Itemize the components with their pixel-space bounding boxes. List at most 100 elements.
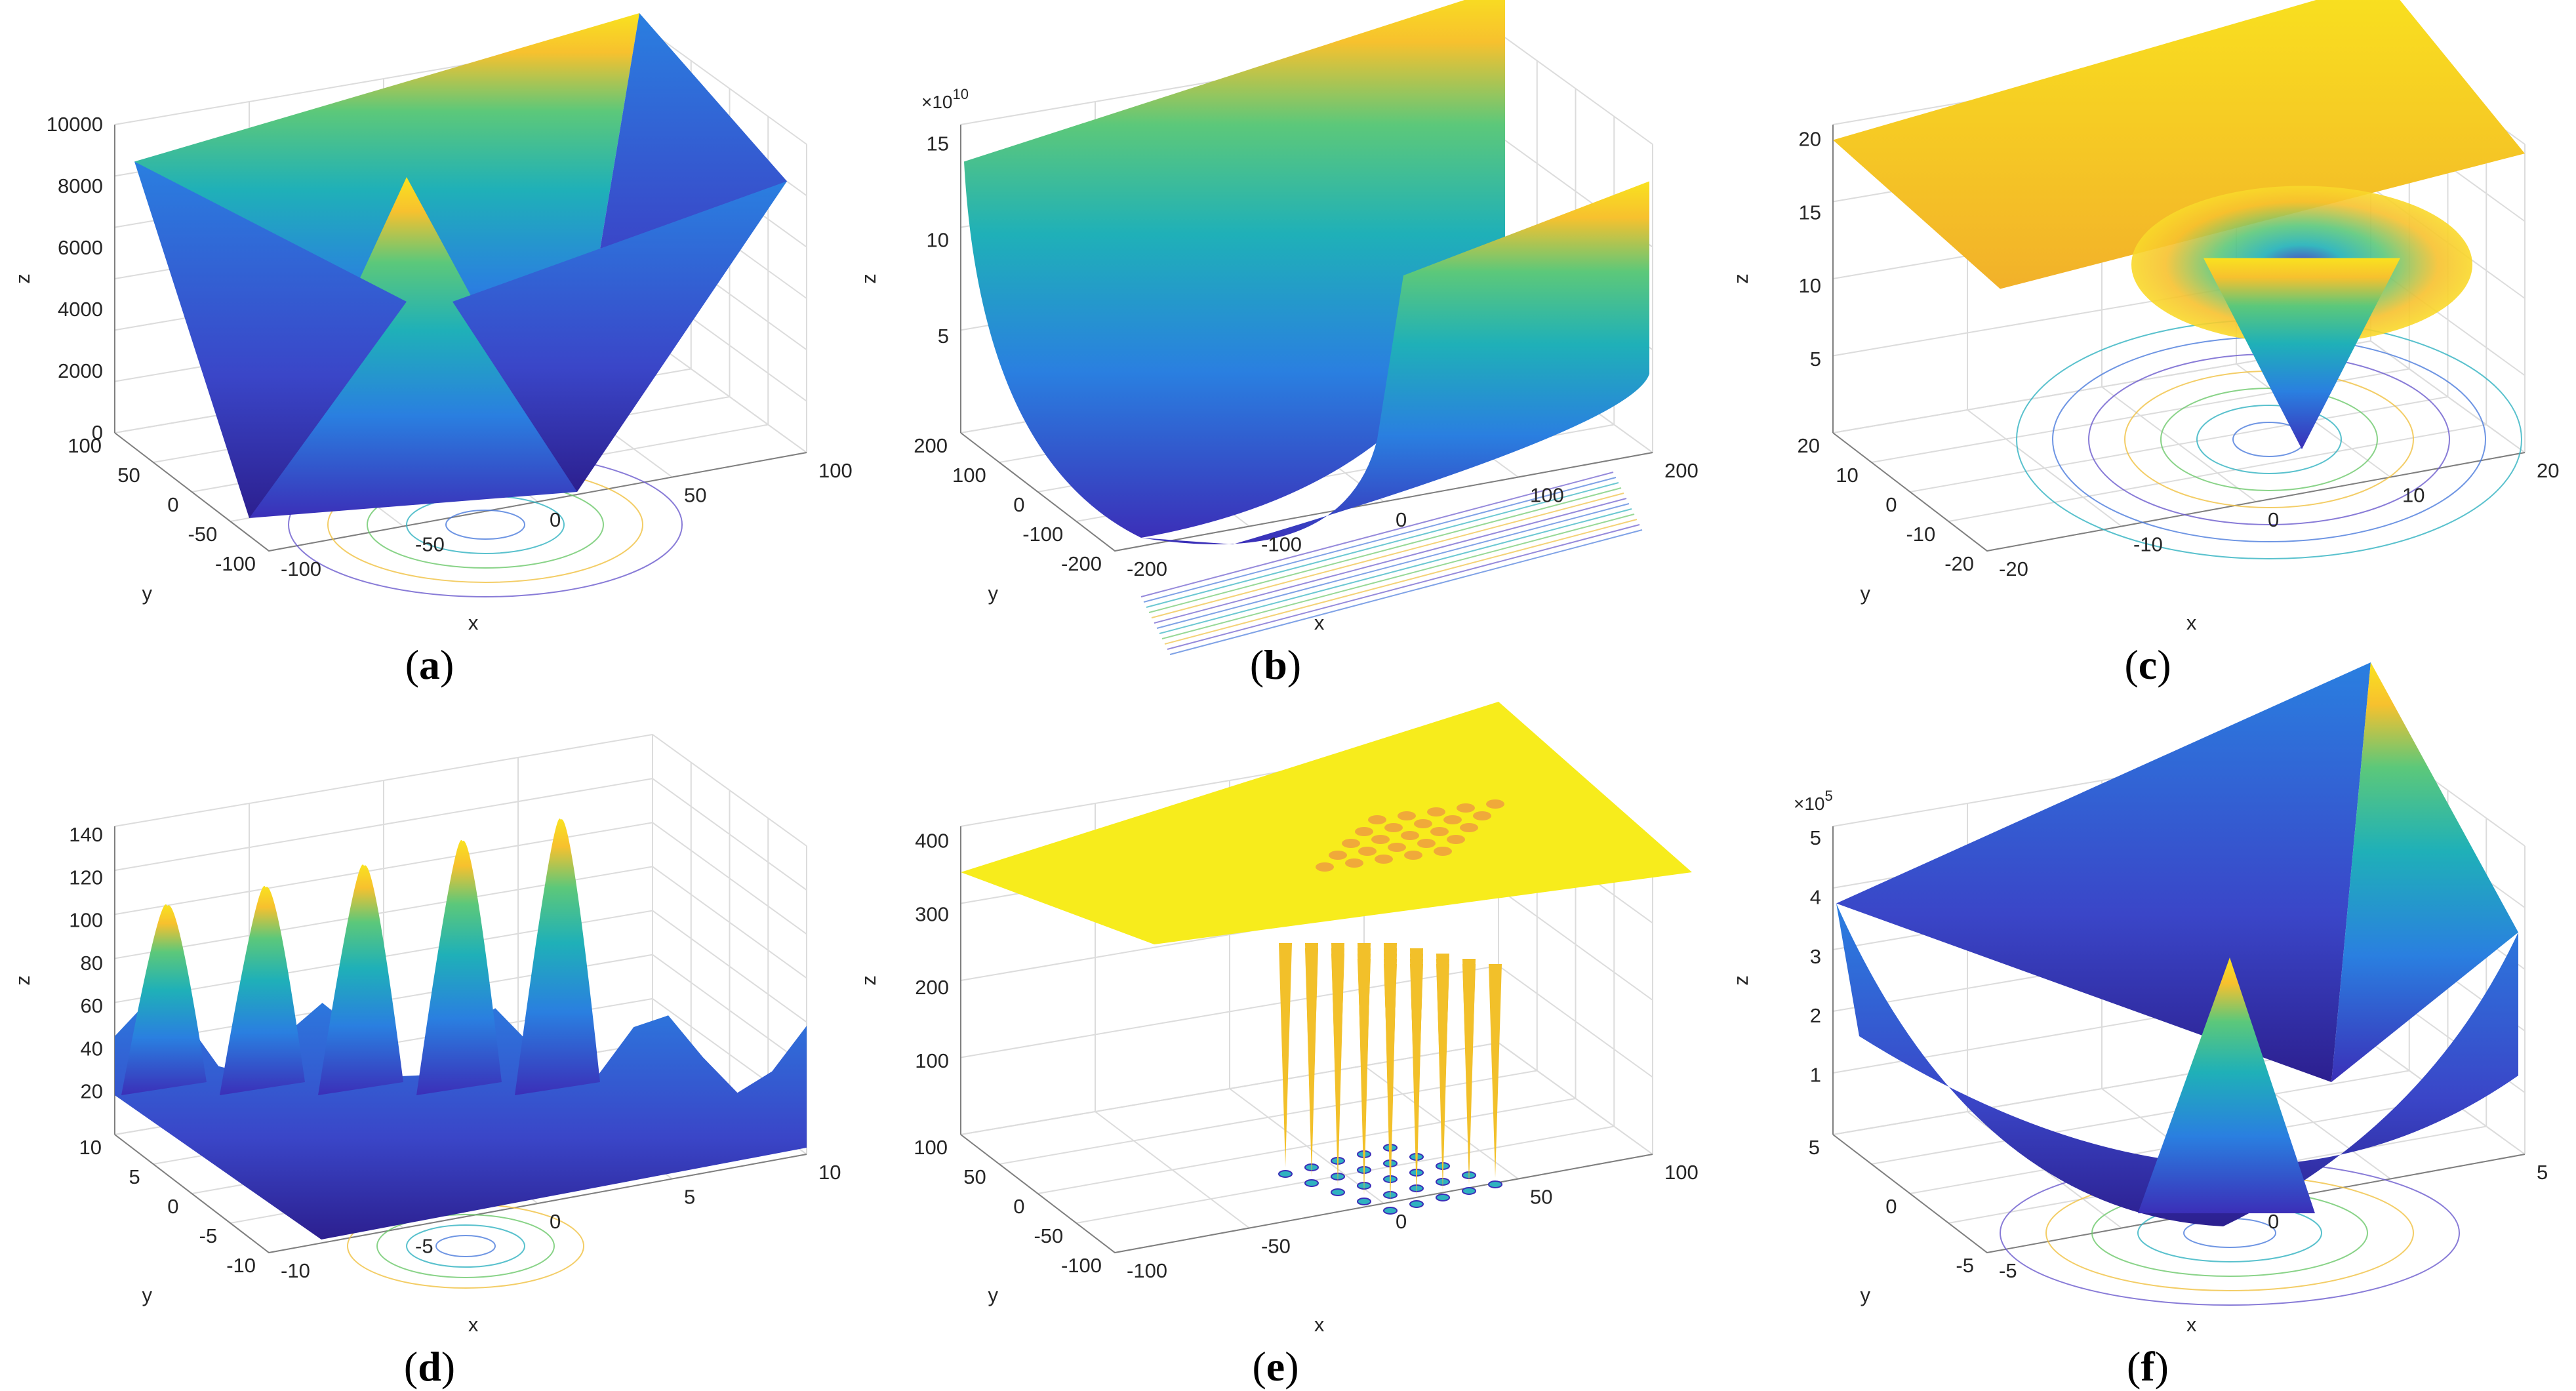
x-axis-label: x [468,611,479,634]
z-axis-label: z [11,273,34,284]
surface [1833,0,2525,559]
surface-face [2138,958,2315,1213]
z-axis-label: z [857,273,880,284]
z-tick-label: 0 [92,421,103,444]
z-tick-label: 6000 [58,236,103,259]
z-tick-label: 15 [1799,201,1821,224]
x-tick-label: -100 [1261,533,1302,556]
surface-face [1836,662,2371,1082]
surface-face [453,181,787,492]
z-tick-label: 60 [81,994,103,1017]
x-tick-label: 0 [550,508,561,531]
y-tick-label: 200 [914,434,948,457]
z-tick-label: 10 [927,228,949,251]
y-tick-label: 100 [914,1136,948,1159]
y-axis-label: y [1861,582,1871,605]
y-axis-label: y [1861,1283,1871,1306]
surface-well [1436,954,1449,1191]
panel-f: -5 0 5 -5 0 5 1 2 3 4 5 x y z ×105 (f) [1729,662,2548,1390]
surface-well [1279,943,1292,1167]
y-tick-label: 0 [1885,1195,1897,1218]
y-tick-label: -100 [215,552,256,575]
well-contour [1436,1194,1450,1201]
z-tick-label: 100 [915,1049,949,1072]
contour-line [435,1235,496,1257]
well-contour [1278,1170,1293,1178]
panel-b: -200-1000100200-200-100010020051015xyz×1… [857,0,1699,688]
z-tick-label: 15 [927,132,949,155]
y-tick-label: 50 [117,464,140,487]
y-tick-label: 50 [963,1165,986,1188]
plateau-hole [1443,815,1462,824]
x-tick-label: -100 [281,557,321,580]
contour-line [1154,498,1627,624]
y-tick-label: 5 [1809,1136,1820,1159]
contour-line [1146,482,1619,608]
z-axis-label: z [1729,273,1752,284]
surface-well [1384,943,1397,1204]
panel-box [960,125,1653,552]
x-tick-label: 20 [2537,459,2559,482]
y-tick-label: -100 [1061,1254,1102,1277]
surface-well [1358,943,1371,1195]
plateau-hole [1371,835,1390,844]
panel-box [1832,125,2526,552]
z-tick-label: 120 [69,866,103,889]
well-contour [1357,1198,1371,1205]
well-contour [1488,1180,1502,1188]
contour-line [2160,388,2378,491]
plateau-hole [1388,843,1406,852]
surface-peak [318,864,403,1095]
x-tick-label: 100 [818,459,853,482]
plateau-hole [1398,811,1416,820]
contour-line [1151,493,1624,618]
contour-line [1140,472,1614,597]
plateau-hole [1434,847,1452,856]
plateau-hole [1473,811,1491,820]
x-axis-label: x [2186,1313,2197,1336]
z-axis-label: z [11,975,34,986]
y-axis-label: y [988,1283,999,1306]
z-tick-label: 300 [915,902,949,925]
plateau-hole [1401,831,1419,840]
plateau-hole [1368,815,1386,824]
surface-peak [416,839,502,1095]
x-tick-label: 0 [1396,508,1407,531]
x-tick-label: -20 [1999,557,2028,580]
x-tick-label: -200 [1127,557,1167,580]
well-contour [1383,1207,1398,1215]
y-tick-label: -10 [226,1254,256,1277]
panel-e: -100 -50 0 50 100 -100 -50 0 50 100 100 200 300 400 x y… [857,702,1699,1390]
panel-caption: (e) [1252,1343,1298,1390]
z-exponent-label: ×105 [1794,788,1833,814]
z-tick-label: 5 [1810,348,1821,371]
contour-line [1161,514,1635,639]
surface-face [1833,0,2525,289]
z-tick-label: 8000 [58,174,103,197]
surface-peak [121,904,207,1095]
y-axis-label: y [988,582,999,605]
contour-line [376,1214,555,1278]
z-exponent-label: ×1010 [921,86,969,112]
y-tick-label: 100 [952,464,986,487]
y-tick-label: -50 [188,523,217,546]
panel-d: -10 -5 0 5 10 -10 -5 0 5 10 20 40 60 80 100 120 140 x y z (d… [11,733,841,1390]
y-tick-label: 100 [68,434,102,457]
z-tick-label: 2000 [58,359,103,382]
z-tick-label: 200 [915,976,949,999]
z-tick-label: 4 [1810,885,1821,908]
x-tick-label: -5 [415,1235,433,1258]
surface [1836,662,2518,1306]
y-tick-label: 0 [1013,493,1024,516]
z-tick-label: 2 [1810,1004,1821,1027]
panel-box [960,826,1653,1254]
plateau-hole [1355,827,1373,836]
surface-well [1462,959,1476,1184]
contour-line [1169,529,1643,655]
contour-line [1156,503,1630,629]
x-tick-label: 50 [1530,1186,1552,1209]
plateau-hole [1358,847,1377,856]
panel-box [1832,826,2526,1254]
z-tick-label: 5 [938,325,949,348]
z-tick-label: 5 [1810,826,1821,849]
